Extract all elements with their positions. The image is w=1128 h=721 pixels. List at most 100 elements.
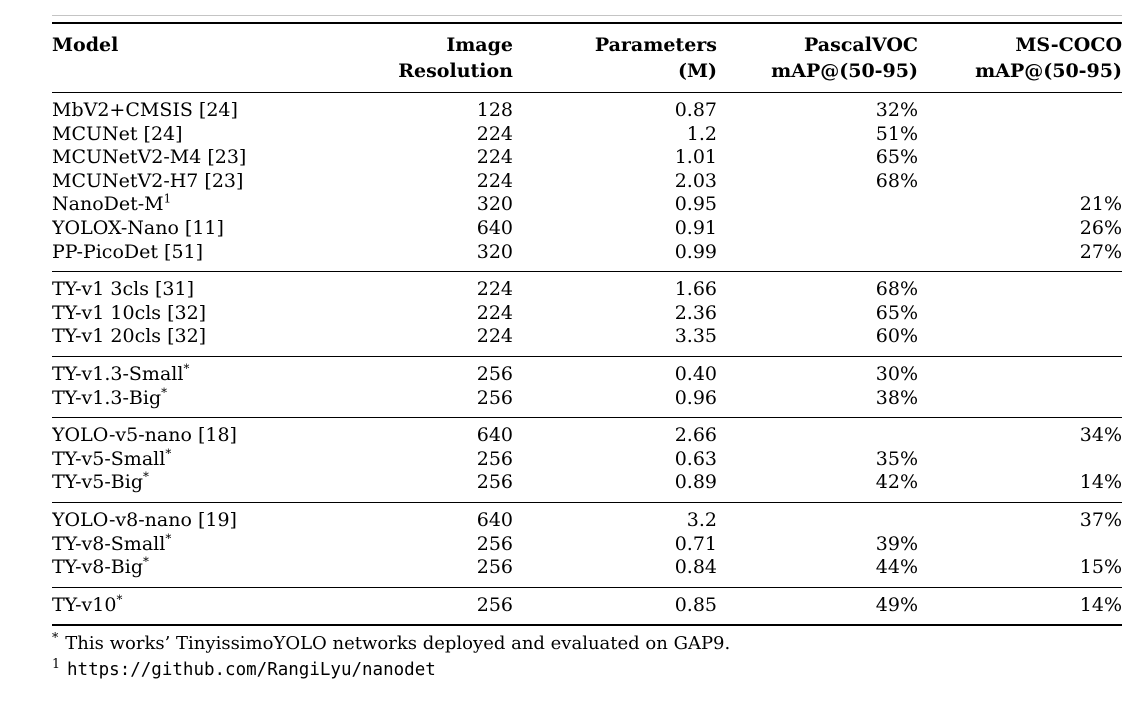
- cell-image-resolution: 320: [476, 193, 513, 216]
- cell-parameters: 0.96: [674, 386, 717, 409]
- header-line: PascalVOC: [804, 34, 918, 56]
- cell-image-resolution: 256: [476, 386, 513, 409]
- cell-pascalvoc-map: [717, 193, 918, 217]
- cell-pascalvoc-map: 35%: [875, 447, 918, 470]
- row-group-2: TY-v1 3cls [31] 224 1.66 68% TY-v1 10cls [32…: [52, 271, 1122, 357]
- cell-mscoco-map: [918, 93, 1122, 123]
- cell-pascalvoc-map: 49%: [875, 593, 918, 616]
- cell-parameters: 0.63: [674, 447, 717, 470]
- cell-mscoco-map: [918, 170, 1122, 194]
- cell-mscoco-map: [918, 533, 1122, 557]
- cell-model: TY-v5-Small*: [52, 447, 172, 470]
- cell-parameters: 3.35: [674, 325, 717, 348]
- cell-model: TY-v1.3-Small*: [52, 361, 190, 385]
- cell-pascalvoc-map: 44%: [875, 556, 918, 579]
- cell-parameters: 0.40: [674, 362, 717, 385]
- table-row: TY-v1.3-Big* 256 0.96 38%: [52, 387, 1122, 418]
- footnote-url-link[interactable]: https://github.com/RangiLyu/nanodet: [67, 660, 436, 681]
- row-group-6: TY-v10* 256 0.85 49% 14%: [52, 587, 1122, 625]
- cell-parameters: 0.91: [674, 216, 717, 239]
- cell-pascalvoc-map: 42%: [875, 471, 918, 494]
- cell-model: YOLOX-Nano [11]: [52, 216, 224, 239]
- cell-model: TY-v1 20cls [32]: [52, 325, 207, 348]
- cell-model: TY-v8-Small*: [52, 532, 172, 555]
- table-row: MCUNet [24] 224 1.2 51%: [52, 123, 1122, 147]
- table-row: MCUNetV2-M4 [23] 224 1.01 65%: [52, 146, 1122, 170]
- cell-model: PP-PicoDet [51]: [52, 240, 204, 263]
- header-line: Image: [446, 34, 513, 56]
- cell-image-resolution: 640: [476, 424, 513, 447]
- model-footnote-marker: 1: [163, 193, 172, 207]
- cell-image-resolution: 224: [476, 122, 513, 145]
- cell-parameters: 1.66: [674, 278, 717, 301]
- model-footnote-marker: *: [165, 532, 172, 546]
- cell-model: TY-v5-Big*: [52, 471, 149, 494]
- header-line: Model: [52, 34, 119, 56]
- column-header-model: Model: [52, 23, 392, 93]
- table-row: NanoDet-M1 320 0.95 21%: [52, 193, 1122, 217]
- model-footnote-marker: *: [165, 447, 172, 461]
- footnote-marker: 1: [52, 656, 61, 672]
- footnote-marker: *: [52, 630, 59, 646]
- row-group-4: YOLO-v5-nano [18] 640 2.66 34% TY-v5-Small* 2…: [52, 417, 1122, 503]
- cell-parameters: 0.95: [674, 193, 717, 216]
- header-row: Model Image Resolution Parameters (M) Pa…: [52, 23, 1122, 93]
- table-row: YOLO-v5-nano [18] 640 2.66 34%: [52, 418, 1122, 448]
- cell-mscoco-map: 21%: [1079, 193, 1122, 216]
- cell-pascalvoc-map: 65%: [875, 301, 918, 324]
- cell-pascalvoc-map: [717, 502, 918, 532]
- table-row: MCUNetV2-H7 [23] 224 2.03 68%: [52, 170, 1122, 194]
- cell-parameters: 0.99: [674, 240, 717, 263]
- cell-image-resolution: 256: [476, 447, 513, 470]
- table-row: TY-v8-Big* 256 0.84 44% 15%: [52, 556, 1122, 587]
- cell-image-resolution: 224: [476, 325, 513, 348]
- cell-parameters: 0.71: [674, 532, 717, 555]
- cell-mscoco-map: 34%: [1079, 424, 1122, 447]
- cell-image-resolution: 224: [476, 278, 513, 301]
- table-row: TY-v1.3-Small* 256 0.40 30%: [52, 356, 1122, 386]
- model-footnote-marker: *: [183, 361, 190, 376]
- footnote-nanodet-url: 1 https://github.com/RangiLyu/nanodet: [52, 657, 1122, 683]
- cell-parameters: 0.87: [674, 99, 717, 121]
- cell-mscoco-map: 26%: [1079, 216, 1122, 239]
- cell-pascalvoc-map: 68%: [875, 278, 918, 301]
- cell-image-resolution: 640: [476, 216, 513, 239]
- cell-image-resolution: 256: [476, 532, 513, 555]
- table-row: TY-v1 10cls [32] 224 2.36 65%: [52, 302, 1122, 326]
- cell-mscoco-map: 14%: [1079, 471, 1122, 494]
- cell-pascalvoc-map: [717, 418, 918, 448]
- table-row: YOLO-v8-nano [19] 640 3.2 37%: [52, 502, 1122, 532]
- cell-pascalvoc-map: 38%: [875, 386, 918, 409]
- cell-mscoco-map: [918, 448, 1122, 472]
- cell-parameters: 1.01: [674, 146, 717, 169]
- cell-model: TY-v8-Big*: [52, 556, 149, 579]
- cell-pascalvoc-map: [717, 217, 918, 241]
- cell-mscoco-map: [918, 302, 1122, 326]
- cell-mscoco-map: 37%: [1079, 508, 1122, 531]
- cell-image-resolution: 640: [476, 508, 513, 531]
- cell-model: MbV2+CMSIS [24]: [52, 99, 238, 121]
- model-footnote-marker: *: [161, 386, 168, 400]
- cell-mscoco-map: [918, 146, 1122, 170]
- cell-pascalvoc-map: [717, 241, 918, 272]
- column-header-parameters: Parameters (M): [513, 23, 717, 93]
- cell-pascalvoc-map: 65%: [875, 146, 918, 169]
- cell-mscoco-map: 15%: [1079, 556, 1122, 579]
- cell-pascalvoc-map: 60%: [875, 325, 918, 348]
- cell-parameters: 1.2: [686, 122, 717, 145]
- cell-model: MCUNetV2-M4 [23]: [52, 146, 247, 169]
- table-row: TY-v1 20cls [32] 224 3.35 60%: [52, 325, 1122, 356]
- cell-model: NanoDet-M1: [52, 193, 172, 216]
- cell-model: TY-v1.3-Big*: [52, 386, 168, 409]
- row-group-5: YOLO-v8-nano [19] 640 3.2 37% TY-v8-Small* 25…: [52, 502, 1122, 587]
- cell-image-resolution: 256: [476, 362, 513, 385]
- cell-image-resolution: 224: [476, 146, 513, 169]
- table-row: PP-PicoDet [51] 320 0.99 27%: [52, 241, 1122, 272]
- model-footnote-marker: *: [143, 556, 149, 569]
- cell-pascalvoc-map: 30%: [875, 362, 918, 385]
- footnote-star: * This works’ TinyissimoYOLO networks dep…: [52, 631, 1122, 657]
- model-footnote-marker: *: [143, 471, 149, 484]
- footnotes: * This works’ TinyissimoYOLO networks dep…: [52, 631, 1122, 683]
- cell-mscoco-map: [918, 272, 1122, 302]
- cell-image-resolution: 224: [476, 169, 513, 192]
